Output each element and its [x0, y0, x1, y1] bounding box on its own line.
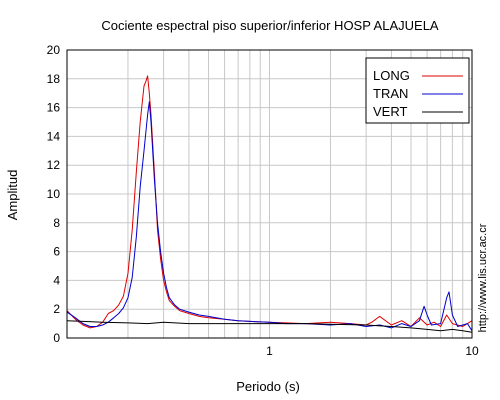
- legend: LONG TRAN VERT: [365, 57, 470, 124]
- y-tick-label: 8: [53, 216, 60, 230]
- y-axis-label: Amplitud: [5, 170, 20, 221]
- chart-title: Cociente espectral piso superior/inferio…: [101, 18, 439, 33]
- x-axis-label: Periodo (s): [236, 379, 300, 394]
- x-tick-label: 10: [465, 344, 479, 358]
- y-tick-label: 14: [47, 129, 61, 143]
- legend-label: LONG: [373, 68, 410, 83]
- y-tick-label: 12: [47, 158, 61, 172]
- source-url: http://www.lis.ucr.ac.cr: [477, 223, 489, 332]
- series-line-vert: [66, 320, 473, 333]
- x-tick-label: 1: [266, 344, 273, 358]
- y-tick-label: 2: [53, 302, 60, 316]
- y-tick-label: 6: [53, 245, 60, 259]
- y-tick-label: 0: [53, 331, 60, 345]
- x-tick-labels: 1 10: [266, 344, 479, 358]
- y-tick-label: 4: [53, 273, 60, 287]
- y-tick-label: 18: [47, 72, 61, 86]
- y-tick-label: 20: [47, 43, 61, 57]
- y-tick-label: 16: [47, 101, 61, 115]
- plot-frame: [66, 49, 473, 339]
- series-line-long: [66, 75, 473, 329]
- legend-label: VERT: [373, 104, 407, 119]
- y-tick-labels: 0 2 4 6 8 10 12 14 16 18 20: [47, 43, 61, 345]
- legend-label: TRAN: [373, 86, 408, 101]
- series-line-tran: [66, 101, 473, 332]
- series-lines: [66, 75, 473, 333]
- y-tick-label: 10: [47, 187, 61, 201]
